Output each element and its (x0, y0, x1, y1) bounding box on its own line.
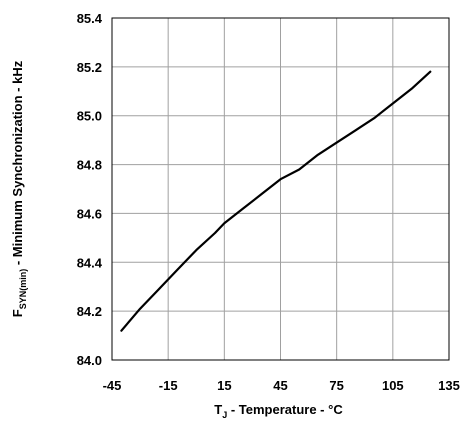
y-tick-label: 85.4 (77, 11, 103, 26)
tick-labels: -45 -15 15 45 75 105 135 84.0 84.2 84.4 84.6 84.8 85… (77, 11, 460, 393)
y-axis-label-text: - Minimum Synchronization - kHz (10, 60, 25, 269)
grid (112, 18, 449, 360)
x-tick-label: -15 (159, 378, 178, 393)
series-layer (120, 70, 432, 332)
x-tick-label: -45 (103, 378, 122, 393)
x-tick-label: 75 (329, 378, 343, 393)
x-tick-label: 45 (273, 378, 287, 393)
x-axis-subscript: J (222, 410, 227, 420)
y-tick-label: 85.0 (77, 109, 102, 124)
x-tick-label: 105 (382, 378, 404, 393)
y-axis-title: FSYN(min) - Minimum Synchronization - kH… (10, 60, 28, 317)
x-tick-label: 135 (438, 378, 460, 393)
y-tick-label: 85.2 (77, 60, 102, 75)
y-tick-label: 84.0 (77, 353, 102, 368)
y-axis-subscript: SYN(min) (18, 269, 28, 310)
y-tick-label: 84.2 (77, 304, 102, 319)
y-tick-label: 84.4 (77, 255, 103, 270)
y-tick-label: 84.6 (77, 206, 102, 221)
x-axis-label-text: - Temperature - °C (227, 402, 343, 417)
plot-frame (111, 17, 450, 361)
y-axis-symbol: F (10, 309, 25, 317)
series-line (120, 70, 432, 332)
x-axis-symbol: T (214, 402, 222, 417)
x-axis-title: TJ - Temperature - °C (214, 402, 343, 420)
y-tick-label: 84.8 (77, 158, 102, 173)
x-tick-label: 15 (217, 378, 231, 393)
